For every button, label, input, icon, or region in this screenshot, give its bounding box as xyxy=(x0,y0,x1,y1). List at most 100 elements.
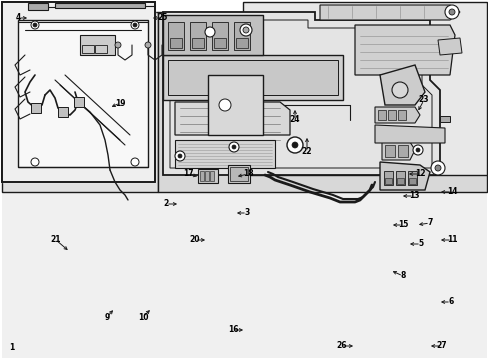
Bar xyxy=(168,22,183,50)
Text: 17: 17 xyxy=(183,170,193,179)
Text: 1: 1 xyxy=(9,343,15,352)
Polygon shape xyxy=(175,102,289,135)
Text: 21: 21 xyxy=(51,235,61,244)
Polygon shape xyxy=(2,15,486,358)
Circle shape xyxy=(31,158,39,166)
Polygon shape xyxy=(163,12,439,175)
Circle shape xyxy=(391,82,407,98)
Bar xyxy=(204,171,208,181)
Bar xyxy=(439,116,449,122)
Text: 2: 2 xyxy=(163,199,168,208)
Polygon shape xyxy=(18,20,148,167)
Circle shape xyxy=(286,137,303,153)
Circle shape xyxy=(178,154,182,158)
Text: 5: 5 xyxy=(418,239,423,248)
Bar xyxy=(236,38,247,48)
Bar xyxy=(396,178,403,184)
Text: 27: 27 xyxy=(436,342,447,351)
Circle shape xyxy=(145,42,151,48)
Circle shape xyxy=(131,158,139,166)
Circle shape xyxy=(131,21,139,29)
Text: 7: 7 xyxy=(427,219,432,228)
Polygon shape xyxy=(379,65,424,105)
Polygon shape xyxy=(319,5,459,20)
Bar xyxy=(229,167,247,181)
Text: 22: 22 xyxy=(301,148,312,157)
Circle shape xyxy=(204,27,215,37)
Bar xyxy=(2,2,155,182)
Text: 14: 14 xyxy=(446,188,456,197)
Circle shape xyxy=(243,27,248,33)
Bar xyxy=(227,165,249,183)
Polygon shape xyxy=(374,107,419,123)
Text: 15: 15 xyxy=(397,220,407,230)
Bar xyxy=(209,171,214,181)
Bar xyxy=(28,3,48,10)
Text: 10: 10 xyxy=(138,312,148,321)
Circle shape xyxy=(448,9,454,15)
Polygon shape xyxy=(437,38,461,55)
Text: 26: 26 xyxy=(336,342,346,351)
Bar xyxy=(377,110,385,120)
Polygon shape xyxy=(2,12,158,192)
Bar xyxy=(397,145,407,157)
Polygon shape xyxy=(379,162,429,190)
Bar xyxy=(190,22,205,50)
Polygon shape xyxy=(2,2,155,182)
Circle shape xyxy=(33,23,37,27)
Circle shape xyxy=(444,5,458,19)
Bar xyxy=(55,3,145,8)
Bar xyxy=(198,169,218,183)
Polygon shape xyxy=(175,140,274,168)
Text: 3: 3 xyxy=(244,208,249,217)
Polygon shape xyxy=(2,2,155,182)
Circle shape xyxy=(434,165,440,171)
Bar xyxy=(407,171,416,185)
Text: 9: 9 xyxy=(104,312,109,321)
Text: 6: 6 xyxy=(447,297,453,306)
Circle shape xyxy=(415,148,419,152)
Text: 18: 18 xyxy=(242,170,253,179)
Text: 8: 8 xyxy=(400,271,405,280)
Bar xyxy=(80,35,115,55)
Circle shape xyxy=(31,21,39,29)
Bar xyxy=(95,45,107,53)
Text: 23: 23 xyxy=(418,95,428,104)
Bar xyxy=(82,45,94,53)
Circle shape xyxy=(412,145,422,155)
Bar xyxy=(207,75,263,135)
Bar xyxy=(31,103,41,113)
Bar xyxy=(408,178,415,184)
Text: 24: 24 xyxy=(289,116,300,125)
Circle shape xyxy=(240,24,251,36)
Bar xyxy=(383,171,392,185)
Bar xyxy=(163,15,263,55)
Text: 20: 20 xyxy=(189,235,200,244)
Polygon shape xyxy=(158,12,486,192)
Bar xyxy=(384,145,394,157)
Circle shape xyxy=(228,142,239,152)
Bar xyxy=(163,55,342,100)
Polygon shape xyxy=(374,125,444,143)
Bar xyxy=(214,38,225,48)
Bar xyxy=(387,110,395,120)
Text: 12: 12 xyxy=(414,170,425,179)
Bar xyxy=(58,107,68,117)
Text: 11: 11 xyxy=(446,235,456,244)
Bar xyxy=(168,60,337,95)
Polygon shape xyxy=(381,142,414,160)
Bar xyxy=(192,38,203,48)
Text: 13: 13 xyxy=(408,192,418,201)
Text: 4: 4 xyxy=(15,13,20,22)
Text: 25: 25 xyxy=(158,13,168,22)
Bar xyxy=(395,171,404,185)
Bar xyxy=(243,2,486,175)
Circle shape xyxy=(231,145,236,149)
Circle shape xyxy=(115,42,121,48)
Text: 16: 16 xyxy=(227,325,238,334)
Circle shape xyxy=(219,99,230,111)
Circle shape xyxy=(430,161,444,175)
Bar xyxy=(74,97,84,107)
Bar xyxy=(234,22,249,50)
Bar xyxy=(170,38,182,48)
